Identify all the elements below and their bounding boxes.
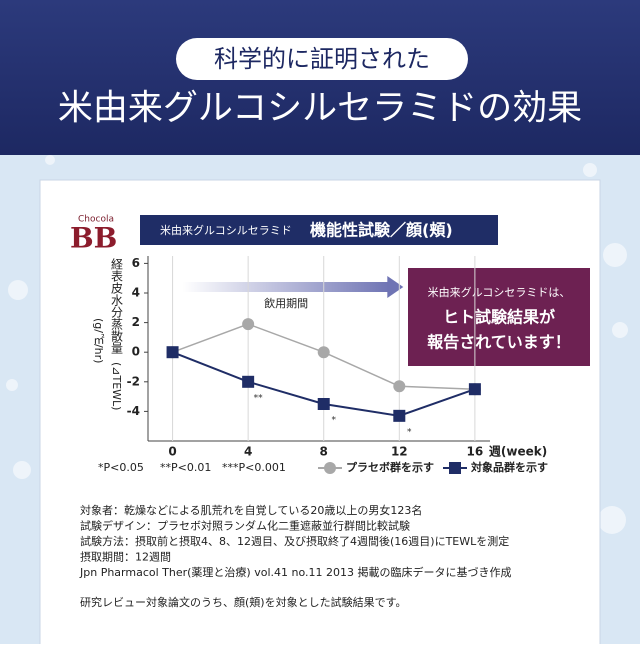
pill (176, 38, 468, 80)
point (393, 409, 406, 422)
y-axis-unit: (g/㎡/hr) (92, 318, 105, 363)
point (393, 380, 406, 393)
chart-title: 機能性試験／顔(頬) (310, 221, 453, 240)
y-tick-label: 0 (132, 345, 140, 359)
y-axis-label2: (⊿TEWL) (110, 362, 123, 410)
x-tick-label: 0 (168, 445, 176, 459)
logo-big: BB (70, 222, 117, 255)
page-title: 米由来グルコシルセラミドの効果 (58, 89, 582, 129)
card (39, 179, 601, 648)
note-line: 試験方法：摂取前と摂取4、8、12週目、及び摂取終了4週間後(16週目)にTEW… (80, 534, 509, 548)
significance: ** (254, 393, 264, 403)
point (166, 346, 179, 359)
chart-banner (140, 215, 498, 245)
legend-label: 対象品群を示す (470, 460, 548, 474)
x-tick-label: 8 (320, 445, 328, 459)
significance: * (407, 427, 412, 437)
bubbles (6, 155, 628, 534)
point (242, 318, 255, 331)
x-tick-label: 16 (467, 445, 484, 459)
note-line: 対象者：乾燥などによる肌荒れを自覚している20歳以上の男女123名 (80, 503, 422, 517)
x-axis-label: 週(week) (489, 444, 547, 459)
point (242, 375, 255, 388)
logo-small: Chocola (78, 215, 114, 225)
point (317, 346, 330, 359)
legend-label: プラセボ群を示す (346, 460, 434, 474)
period-label: 飲用期間 (264, 296, 308, 310)
y-tick-label: 2 (132, 315, 140, 329)
y-axis-label: 経表皮水分蒸散量 (110, 258, 124, 354)
point (468, 383, 481, 396)
legend-marker (324, 462, 336, 474)
callout-line: ヒト試験結果が (443, 308, 555, 327)
y-tick-label: -4 (127, 404, 140, 418)
period-arrow-head (387, 276, 404, 298)
period-arrow (182, 282, 390, 292)
note-line: Jpn Pharmacol Ther(薬理と治療) vol.41 no.11 2… (79, 565, 512, 579)
y-tick-label: 4 (132, 286, 140, 300)
note-line: 摂取期間：12週間 (80, 550, 171, 564)
callout-box (408, 268, 590, 366)
callout-line: 報告されています！ (427, 333, 571, 352)
point (317, 398, 330, 410)
note-line: 試験デザイン：プラセボ対照ランダム化二重遮蔽並行群間比較試験 (80, 519, 410, 533)
x-tick-label: 4 (244, 445, 252, 459)
significance-note: *P<0.05 (98, 461, 144, 474)
note-summary: 研究レビュー対象論文のうち、顔(頬)を対象とした試験結果です。 (80, 595, 406, 609)
callout-line: 米由来グルコシセラミドは、 (428, 285, 571, 299)
significance: * (331, 416, 336, 426)
y-tick-label: 6 (132, 256, 140, 270)
significance-note: **P<0.01 (160, 461, 211, 474)
x-tick-label: 12 (391, 445, 408, 459)
significance-note: ***P<0.001 (222, 461, 286, 474)
pill-text: 科学的に証明された (214, 45, 430, 73)
chart-title-small: 米由来グルコシルセラミド (160, 223, 292, 237)
legend-marker (449, 462, 461, 474)
y-tick-label: -2 (127, 374, 140, 388)
